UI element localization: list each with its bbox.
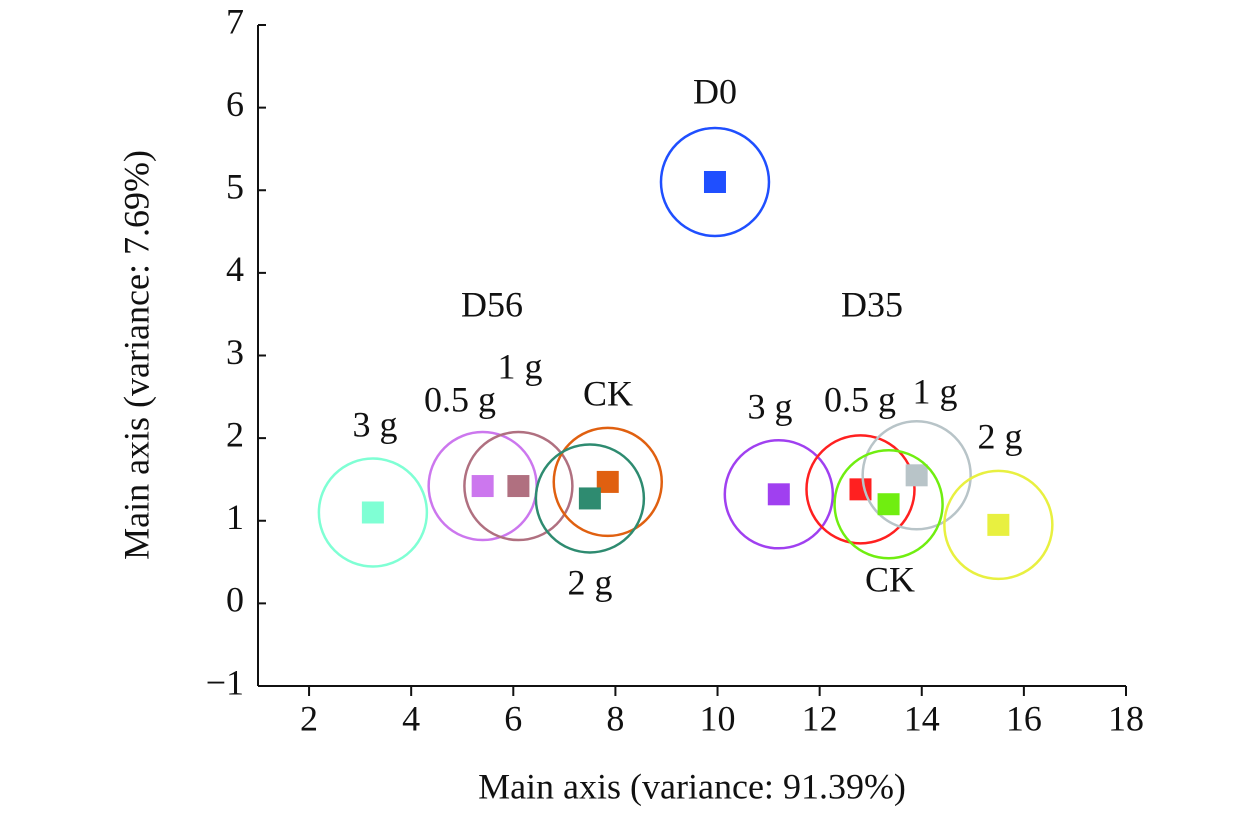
- point-label: 3 g: [353, 404, 398, 444]
- x-tick-label: 4: [402, 698, 420, 738]
- x-axis-label: Main axis (variance: 91.39%): [478, 766, 906, 806]
- y-tick-label: 1: [226, 497, 244, 537]
- x-tick-label: 16: [1006, 698, 1042, 738]
- y-axis-label: Main axis (variance: 7.69%): [116, 150, 156, 560]
- point-ellipse: [317, 457, 429, 568]
- point-ellipse: [552, 426, 664, 538]
- x-tick-label: 8: [606, 698, 624, 738]
- y-tick-label: 5: [226, 167, 244, 207]
- group-label: D35: [841, 284, 903, 324]
- y-tick-label: −1: [206, 662, 244, 702]
- point: [877, 493, 900, 516]
- point-ellipse: [463, 430, 574, 542]
- group-label: D0: [693, 71, 737, 111]
- y-tick-label: 0: [226, 580, 244, 620]
- point-label: 0.5 g: [824, 379, 896, 419]
- point: [578, 487, 601, 510]
- y-tick-label: 4: [226, 249, 244, 289]
- point-ellipse: [943, 469, 1054, 581]
- point: [507, 475, 530, 498]
- point-ellipse: [861, 420, 972, 531]
- point-ellipse: [659, 126, 771, 238]
- point: [596, 470, 619, 493]
- point: [703, 170, 726, 193]
- y-tick-label: 6: [226, 84, 244, 124]
- x-tick-label: 12: [802, 698, 838, 738]
- point-ellipse: [534, 443, 646, 554]
- x-tick-label: 18: [1108, 698, 1144, 738]
- point-label: CK: [865, 559, 915, 599]
- point-label: 2 g: [978, 416, 1023, 456]
- y-tick-label: 7: [226, 1, 244, 41]
- point: [471, 475, 494, 498]
- point-ellipse: [833, 448, 944, 560]
- point-label: CK: [583, 373, 633, 413]
- point-label: 0.5 g: [424, 379, 496, 419]
- y-tick-label: 2: [226, 414, 244, 454]
- x-tick-label: 14: [904, 698, 940, 738]
- point: [361, 501, 384, 524]
- point-label: 1 g: [498, 346, 543, 386]
- x-tick-label: 6: [504, 698, 522, 738]
- point-label: 2 g: [568, 562, 613, 602]
- x-tick-label: 10: [700, 698, 736, 738]
- point-ellipse: [723, 439, 835, 550]
- y-tick-label: 3: [226, 332, 244, 372]
- point: [905, 464, 928, 487]
- point-label: 1 g: [913, 371, 958, 411]
- x-tick-label: 2: [300, 698, 318, 738]
- point: [987, 513, 1010, 536]
- point-ellipse: [805, 434, 916, 545]
- point-label: 3 g: [748, 386, 793, 426]
- group-label: D56: [461, 284, 523, 324]
- point: [767, 483, 790, 506]
